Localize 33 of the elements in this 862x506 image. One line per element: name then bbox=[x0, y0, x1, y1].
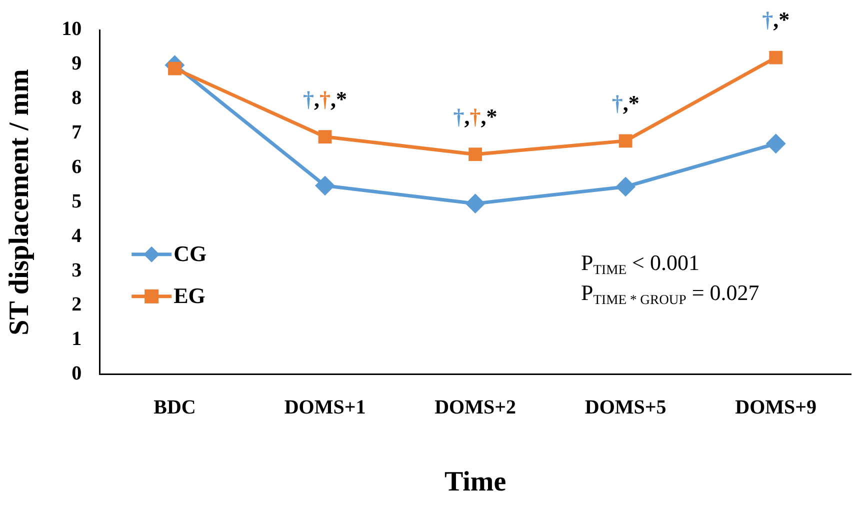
x-axis-title: Time bbox=[444, 466, 506, 498]
point bbox=[769, 50, 783, 64]
x-tick-label: DOMS+2 bbox=[434, 396, 516, 419]
y-tick-label: 3 bbox=[72, 259, 82, 282]
y-tick-label: 5 bbox=[72, 190, 82, 212]
y-tick-label: 2 bbox=[72, 294, 82, 316]
y-tick-label: 6 bbox=[72, 156, 82, 178]
point bbox=[318, 130, 332, 144]
x-tick-label: DOMS+9 bbox=[735, 396, 817, 419]
point bbox=[618, 134, 632, 148]
annotation: †,* bbox=[762, 7, 790, 32]
point bbox=[168, 62, 182, 76]
y-tick-label: 9 bbox=[72, 52, 82, 75]
y-tick-label: 10 bbox=[62, 18, 82, 40]
x-tick-label: BDC bbox=[154, 396, 196, 419]
point bbox=[616, 177, 635, 196]
annotation: †,†,* bbox=[453, 104, 498, 130]
y-tick-label: 0 bbox=[72, 362, 82, 385]
point bbox=[468, 148, 482, 162]
annotation: †,* bbox=[612, 90, 640, 116]
y-tick-label: 7 bbox=[72, 121, 82, 144]
y-axis-title: ST displacement / mm bbox=[4, 69, 36, 336]
point bbox=[466, 194, 485, 213]
y-tick-label: 1 bbox=[72, 328, 82, 350]
legend-label: EG bbox=[174, 283, 206, 308]
y-tick-label: 4 bbox=[72, 224, 82, 247]
annotation: †,†,* bbox=[303, 86, 348, 112]
y-tick-label: 8 bbox=[72, 87, 82, 110]
legend-label: CG bbox=[174, 241, 207, 266]
x-tick-label: DOMS+1 bbox=[284, 396, 366, 419]
point bbox=[316, 176, 334, 195]
x-tick-label: DOMS+5 bbox=[584, 396, 666, 419]
point bbox=[766, 134, 786, 153]
